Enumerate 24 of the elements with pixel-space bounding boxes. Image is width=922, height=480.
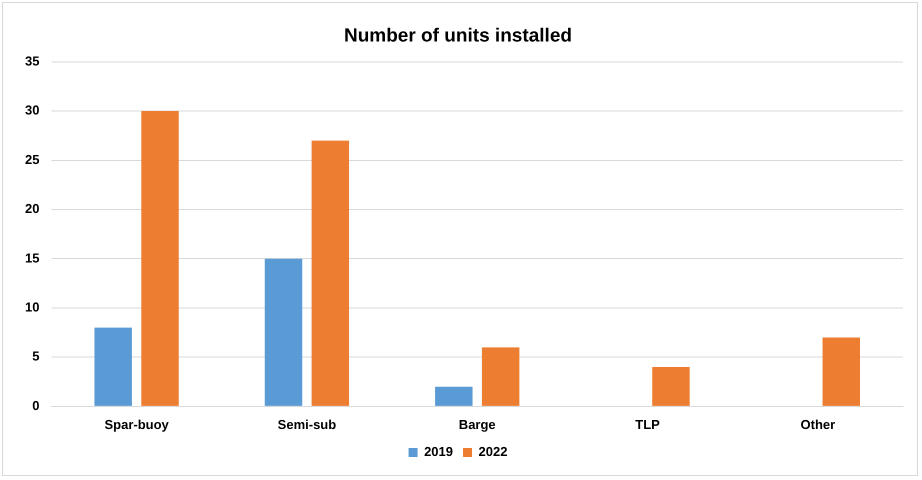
x-tick-label: Semi-sub bbox=[278, 416, 336, 432]
y-tick-label: 15 bbox=[24, 250, 40, 266]
bar bbox=[141, 111, 179, 406]
y-tick-label: 30 bbox=[24, 102, 40, 118]
bar bbox=[264, 258, 302, 406]
x-tick-label: Other bbox=[800, 416, 836, 432]
chart-title: Number of units installed bbox=[344, 26, 572, 47]
x-tick-label: TLP bbox=[635, 416, 660, 432]
bar bbox=[312, 140, 350, 406]
y-tick-label: 20 bbox=[24, 201, 40, 216]
bar bbox=[435, 386, 473, 406]
y-tick-label: 35 bbox=[24, 53, 40, 68]
y-tick-label: 0 bbox=[32, 398, 40, 413]
y-tick-label: 25 bbox=[24, 152, 40, 167]
bar bbox=[652, 367, 690, 406]
bar bbox=[822, 337, 860, 406]
y-tick-label: 5 bbox=[32, 348, 40, 364]
x-tick-label: Spar-buoy bbox=[104, 416, 170, 432]
bar bbox=[94, 328, 132, 406]
legend-label: 2022 bbox=[478, 444, 508, 460]
bar bbox=[482, 347, 520, 406]
x-tick-label: Barge bbox=[458, 416, 496, 432]
y-tick-label: 10 bbox=[24, 300, 40, 315]
legend-label: 2019 bbox=[424, 444, 453, 460]
